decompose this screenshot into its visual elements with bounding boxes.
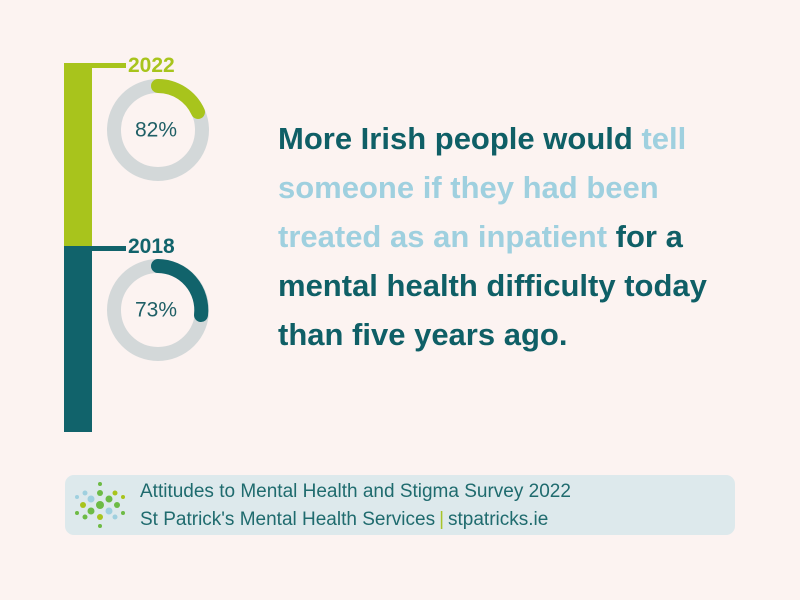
percentage: 73% bbox=[135, 299, 177, 322]
donut-arc bbox=[151, 259, 209, 322]
headline-lead: More Irish people would bbox=[278, 121, 633, 156]
donut-arc bbox=[151, 79, 205, 119]
headline-tail: for a mental health difficulty today tha… bbox=[278, 219, 707, 352]
year-label: 2022 bbox=[128, 54, 175, 77]
bar-2018 bbox=[64, 248, 92, 432]
headline-highlight: tell someone if they had been treated as… bbox=[278, 121, 687, 254]
separator: | bbox=[439, 509, 445, 530]
connector-2018 bbox=[64, 246, 126, 251]
website: stpatricks.ie bbox=[448, 509, 549, 530]
organisation: St Patrick's Mental Health Services bbox=[140, 509, 436, 530]
logo bbox=[75, 482, 125, 528]
headline: More Irish people would tell someone if … bbox=[278, 114, 708, 359]
survey-name: Attitudes to Mental Health and Stigma Su… bbox=[140, 481, 571, 502]
footer: Attitudes to Mental Health and Stigma Su… bbox=[65, 475, 735, 535]
connector-2022 bbox=[64, 63, 126, 68]
year-label: 2018 bbox=[128, 235, 175, 258]
percentage: 82% bbox=[135, 119, 177, 142]
credits: St Patrick's Mental Health Services | stpa… bbox=[140, 509, 548, 531]
bar-2022 bbox=[64, 65, 92, 248]
